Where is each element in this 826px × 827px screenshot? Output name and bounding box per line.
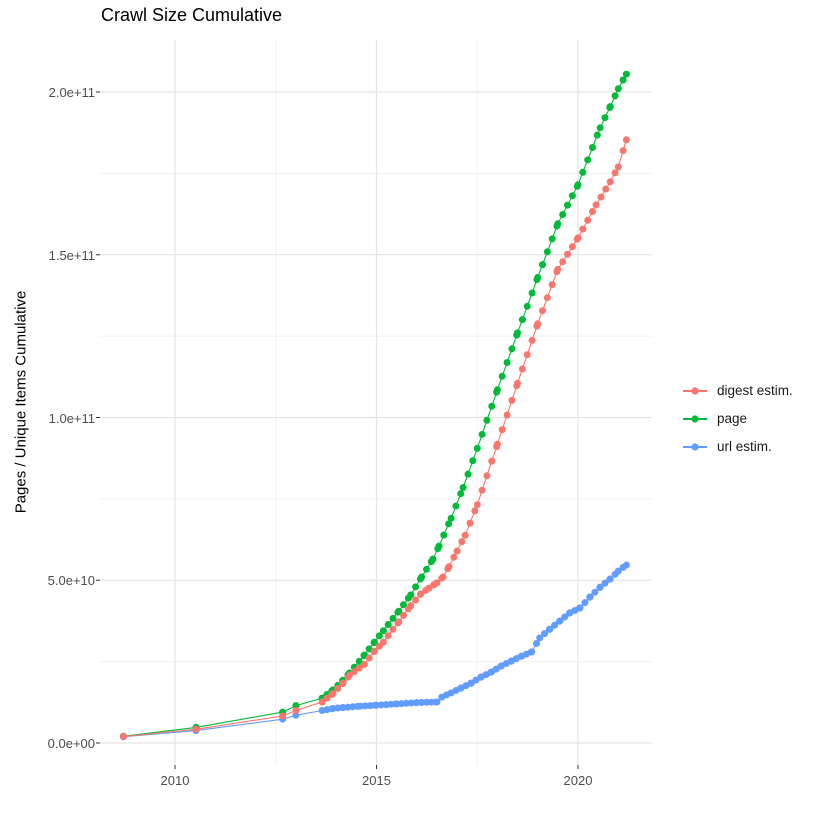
y-tick-label: 5.0e+10 bbox=[47, 573, 95, 589]
y-tick-label: 0.0e+00 bbox=[47, 736, 95, 751]
legend-key-digest-estim-icon bbox=[683, 386, 707, 395]
legend-label-url-estim: url estim. bbox=[717, 439, 772, 454]
legend-item-digest-estim: digest estim. bbox=[682, 381, 793, 400]
x-tick-label: 2015 bbox=[362, 773, 391, 788]
series-page bbox=[119, 70, 630, 740]
legend-key-url-estim-icon bbox=[683, 442, 707, 451]
legend-label-page: page bbox=[717, 411, 748, 426]
y-tick-label: 1.0e+11 bbox=[48, 410, 95, 426]
x-tick-label: 2010 bbox=[160, 773, 190, 788]
legend: digest estim. page url estim. bbox=[682, 381, 793, 465]
series-url-estim bbox=[119, 561, 630, 741]
y-axis-title: Pages / Unique Items Cumulative bbox=[12, 290, 30, 514]
legend-item-url-estim: url estim. bbox=[682, 437, 793, 456]
axis-ticks bbox=[96, 91, 579, 769]
y-tick-label: 1.5e+11 bbox=[48, 247, 95, 263]
y-tick-label: 2.0e+11 bbox=[48, 85, 95, 100]
series-digest-estim bbox=[119, 136, 630, 740]
legend-item-page: page bbox=[682, 409, 793, 428]
gridlines-major bbox=[100, 40, 652, 765]
legend-key-page-icon bbox=[683, 414, 707, 423]
legend-label-digest-estim: digest estim. bbox=[717, 383, 793, 398]
x-tick-label: 2020 bbox=[563, 773, 593, 788]
chart-title: Crawl Size Cumulative bbox=[101, 5, 283, 25]
